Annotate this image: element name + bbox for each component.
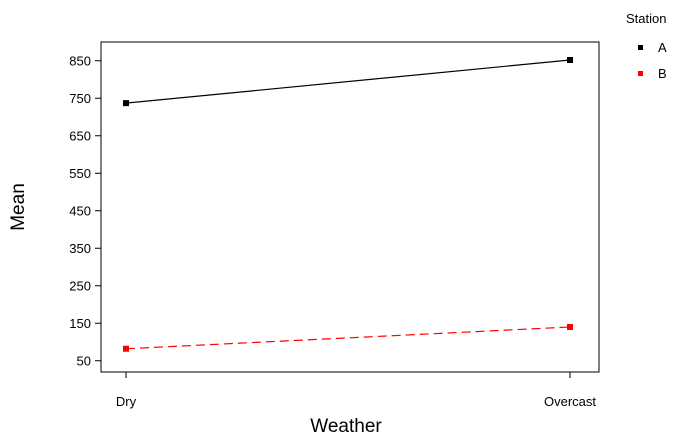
legend-label-b: B: [658, 66, 667, 81]
legend: Station AB: [626, 11, 667, 81]
data-point-a: [567, 57, 573, 63]
x-axis: Dry Overcast: [116, 372, 596, 409]
legend-label-a: A: [658, 40, 667, 55]
x-tick-label: Dry: [116, 394, 137, 409]
data-point-a: [123, 100, 129, 107]
legend-marker-b: [638, 71, 643, 76]
x-tick-label: Overcast: [544, 394, 596, 409]
x-axis-title: Weather: [310, 416, 382, 435]
data-point-b: [123, 345, 129, 352]
y-tick-label: 750: [69, 91, 91, 106]
plot-frame: [100, 41, 600, 373]
y-tick-label: 450: [69, 203, 91, 218]
y-tick-label: 250: [69, 278, 91, 293]
y-tick-label: 50: [77, 353, 91, 368]
y-tick-label: 350: [69, 241, 91, 256]
series-line-a: [125, 59, 571, 104]
y-axis: 50 150 250 350 450 550 650 750 850: [69, 53, 101, 368]
legend-marker-a: [638, 45, 643, 50]
y-tick-label: 850: [69, 53, 91, 68]
series-line-b: [125, 326, 571, 350]
y-tick-label: 150: [69, 316, 91, 331]
y-axis-title: Mean: [8, 183, 29, 231]
y-tick-label: 650: [69, 128, 91, 143]
y-tick-label: 550: [69, 166, 91, 181]
series-layer: [123, 57, 573, 352]
data-point-b: [567, 324, 573, 330]
legend-title: Station: [626, 11, 666, 26]
